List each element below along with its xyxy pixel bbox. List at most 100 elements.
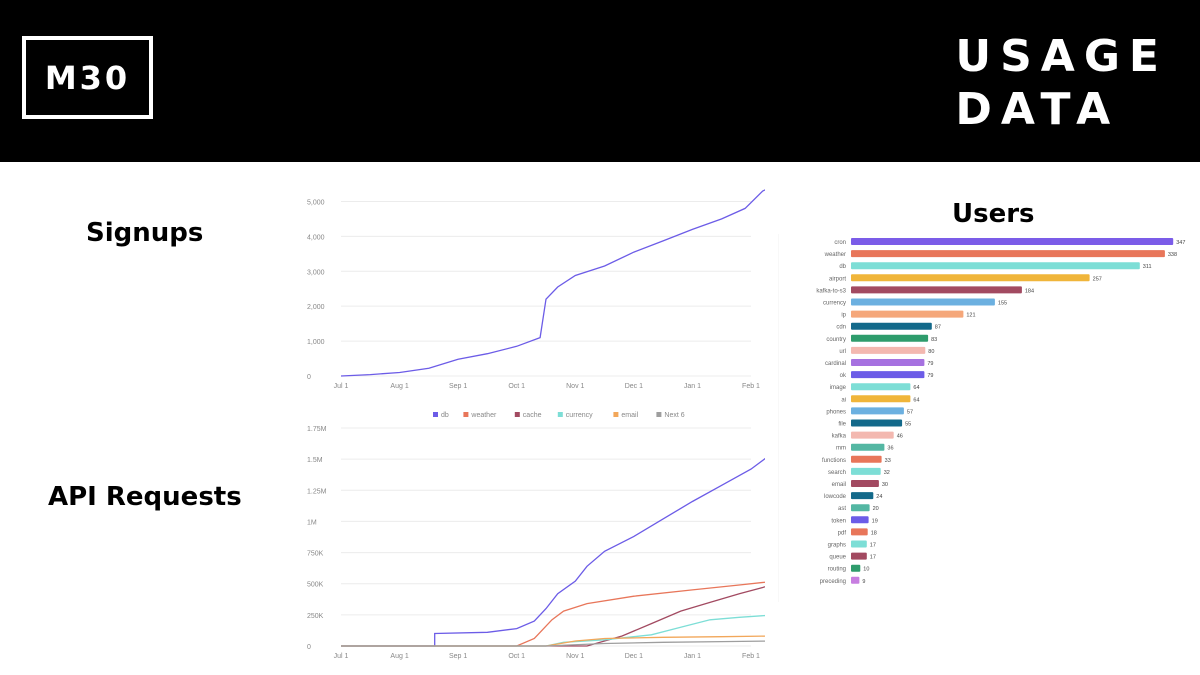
users-label: Users	[952, 199, 1035, 229]
legend-entry: db	[441, 412, 449, 419]
bar	[851, 540, 867, 548]
bar	[851, 238, 1174, 245]
bar	[851, 298, 995, 306]
x-tick-label: Aug 1	[390, 383, 408, 390]
bar	[851, 552, 867, 560]
legend-entry: email	[621, 412, 638, 419]
bar	[851, 576, 860, 584]
category-label: preceding	[820, 579, 846, 585]
x-tick-label: Jan 1	[684, 653, 701, 660]
y-tick-label: 0	[307, 374, 311, 381]
series-line	[340, 189, 765, 377]
category-label: functions	[822, 458, 846, 464]
legend-entry: Next 6	[664, 412, 684, 419]
value-label: 311	[1143, 264, 1152, 270]
category-label: kafka-to-s3	[816, 288, 846, 294]
value-label: 33	[885, 458, 891, 464]
x-tick-label: Sep 1	[449, 653, 467, 660]
category-label: pdf	[838, 530, 847, 536]
bar	[851, 250, 1165, 258]
bar	[851, 564, 861, 572]
x-tick-label: Aug 1	[390, 653, 408, 660]
bar	[851, 528, 868, 536]
category-label: ok	[840, 373, 847, 379]
x-tick-label: Nov 1	[566, 653, 584, 660]
series-line	[341, 640, 765, 647]
bar	[851, 480, 879, 487]
x-tick-label: Oct 1	[508, 653, 525, 660]
category-label: phones	[826, 409, 846, 415]
value-label: 19	[872, 518, 878, 524]
value-label: 32	[884, 470, 890, 476]
category-label: mm	[836, 446, 846, 452]
value-label: 347	[1176, 240, 1185, 246]
y-tick-label: 2,000	[307, 304, 325, 311]
x-tick-label: Feb 1	[742, 653, 760, 660]
x-tick-label: Nov 1	[566, 383, 584, 390]
legend-swatch	[433, 412, 438, 417]
api-requests-label: API Requests	[48, 482, 242, 512]
y-tick-label: 3,000	[307, 269, 325, 276]
category-label: cron	[834, 240, 846, 246]
value-label: 64	[913, 385, 919, 391]
bar	[851, 310, 964, 318]
brand-logo: M30	[22, 36, 153, 119]
bar	[851, 322, 932, 330]
y-tick-label: 750K	[307, 551, 324, 558]
bar	[851, 431, 894, 439]
value-label: 64	[913, 397, 919, 403]
bar	[851, 359, 925, 366]
category-label: queue	[829, 555, 846, 561]
legend-swatch	[656, 412, 662, 417]
category-label: country	[826, 337, 846, 343]
y-tick-label: 1.5M	[307, 457, 323, 464]
y-tick-label: 1.25M	[307, 488, 327, 495]
value-label: 79	[927, 361, 933, 367]
value-label: 10	[863, 567, 869, 573]
page-title: USAGE DATA	[955, 30, 1168, 136]
value-label: 79	[927, 373, 933, 379]
value-label: 20	[873, 506, 879, 512]
bar	[851, 274, 1090, 282]
category-label: db	[839, 264, 846, 270]
x-tick-label: Jul 1	[334, 653, 349, 660]
page-title-line-2: DATA	[955, 84, 1120, 135]
x-tick-label: Oct 1	[508, 383, 525, 390]
y-tick-label: 1,000	[307, 339, 325, 346]
legend-swatch	[613, 412, 619, 417]
api-requests-chart: 0 250K 500K 750K 1M 1.25M 1.5M 1.75M Jul 1 Aug 1 S…	[307, 412, 765, 660]
y-tick-label: 0	[307, 644, 311, 651]
legend-entry: weather	[470, 412, 497, 419]
y-tick-label: 500K	[307, 582, 324, 589]
category-label: image	[830, 385, 847, 391]
value-label: 17	[870, 555, 876, 561]
category-label: search	[828, 470, 846, 476]
value-label: 121	[966, 313, 975, 319]
series-line	[341, 457, 765, 647]
bar	[851, 467, 881, 475]
category-label: routing	[828, 567, 846, 573]
x-tick-label: Sep 1	[449, 383, 467, 390]
legend-swatch	[463, 412, 469, 417]
bar	[851, 407, 904, 415]
bar	[851, 371, 925, 379]
value-label: 155	[998, 301, 1007, 307]
x-tick-label: Feb 1	[742, 383, 760, 390]
bar	[851, 504, 870, 512]
bar	[851, 516, 869, 524]
users-chart: cron 347 weather 338 db 311 airport 257 kafka-to…	[778, 234, 1185, 602]
series-line	[341, 635, 765, 647]
signups-label: Signups	[86, 218, 204, 248]
x-tick-label: Dec 1	[625, 653, 643, 660]
bar	[851, 395, 911, 403]
value-label: 17	[870, 543, 876, 549]
category-label: weather	[824, 252, 846, 258]
bar	[851, 492, 874, 500]
category-label: graphs	[828, 543, 846, 549]
value-label: 57	[907, 409, 913, 415]
category-label: lowcode	[824, 494, 847, 500]
category-label: file	[838, 422, 846, 428]
x-tick-label: Jul 1	[334, 383, 349, 390]
category-label: kafka	[832, 434, 847, 440]
value-label: 9	[862, 579, 865, 585]
